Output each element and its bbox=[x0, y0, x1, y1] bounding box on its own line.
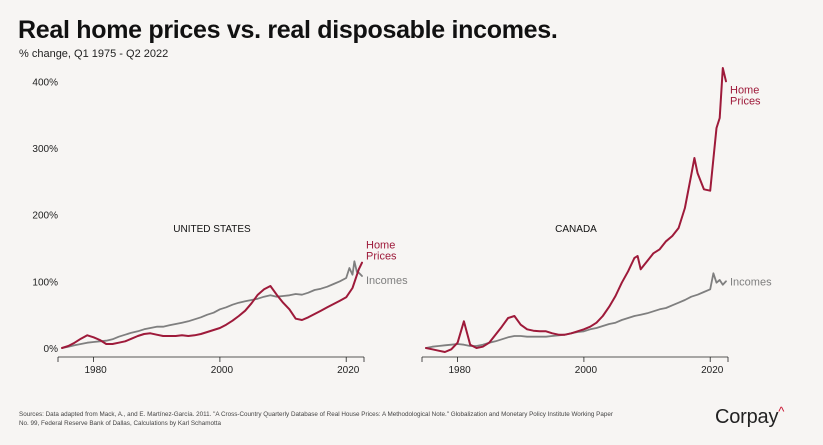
home-prices-label: Home Prices bbox=[366, 240, 397, 263]
x-tick-label: 2000 bbox=[211, 365, 234, 376]
brand-mark-icon: ^ bbox=[778, 404, 785, 419]
x-tick-label: 2000 bbox=[575, 365, 598, 376]
x-tick-label: 2020 bbox=[337, 365, 360, 376]
series-label-line: Home bbox=[366, 240, 395, 252]
incomes-label: Incomes bbox=[366, 275, 408, 287]
series-label-line: Incomes bbox=[730, 276, 772, 288]
brand-name: Corpay bbox=[715, 406, 779, 428]
chart-canvas: 0% 100% 200% 300% 400% UNITED STATES 1980 2000 2… bbox=[32, 67, 772, 376]
incomes-line-us bbox=[61, 260, 363, 349]
x-tick-label: 1980 bbox=[448, 365, 471, 376]
panel-title: UNITED STATES bbox=[173, 224, 251, 235]
source-note: Sources: Data adapted from Mack, A., and… bbox=[19, 411, 613, 427]
incomes-line-canada bbox=[425, 272, 727, 349]
y-tick-label: 100% bbox=[32, 277, 58, 288]
y-tick-label: 0% bbox=[44, 344, 59, 355]
series-label-line: Prices bbox=[730, 95, 761, 107]
series-label-line: Prices bbox=[366, 251, 397, 263]
incomes-label: Incomes bbox=[730, 276, 772, 288]
home-prices-line-us bbox=[61, 261, 363, 349]
y-tick-label: 200% bbox=[32, 211, 58, 222]
chart-subtitle: % change, Q1 1975 - Q2 2022 bbox=[19, 48, 169, 60]
panel-title: CANADA bbox=[555, 224, 597, 235]
x-tick-label: 2020 bbox=[701, 365, 724, 376]
corpay-logo: Corpay^ bbox=[715, 404, 785, 429]
x-tick-label: 1980 bbox=[84, 365, 107, 376]
chart-title: Real home prices vs. real disposable inc… bbox=[18, 16, 558, 44]
y-tick-label: 300% bbox=[32, 144, 58, 155]
home-prices-label: Home Prices bbox=[730, 84, 761, 107]
series-label-line: Home bbox=[730, 84, 759, 96]
y-tick-label: 400% bbox=[32, 77, 58, 88]
home-prices-line-canada bbox=[425, 67, 727, 353]
series-label-line: Incomes bbox=[366, 275, 408, 287]
